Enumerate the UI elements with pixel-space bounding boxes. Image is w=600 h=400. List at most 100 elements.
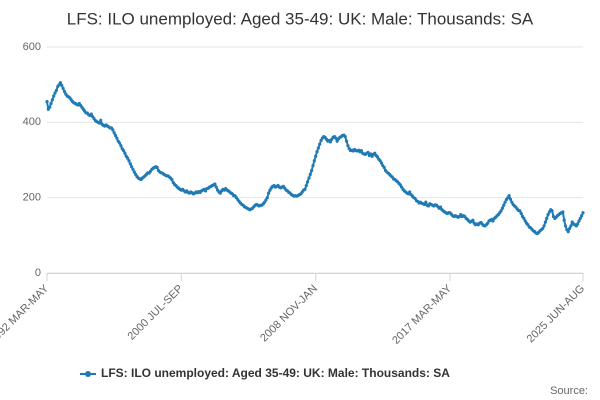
data-point: [60, 83, 64, 88]
data-point: [306, 180, 310, 184]
data-point: [170, 177, 174, 182]
y-tick-label: 400: [23, 116, 41, 128]
x-tick-label: 2017 MAR-MAY: [390, 282, 455, 347]
x-tick-label: 2008 NOV-JAN: [258, 283, 320, 345]
data-point: [545, 216, 549, 220]
data-point: [359, 148, 363, 153]
data-point: [117, 141, 122, 145]
data-point: [563, 224, 568, 228]
data-point: [121, 148, 126, 153]
data-point: [50, 98, 54, 102]
data-point: [131, 167, 135, 172]
data-point: [310, 168, 314, 173]
data-point: [499, 209, 503, 213]
data-point: [318, 142, 322, 146]
data-point: [312, 159, 316, 163]
data-point: [502, 203, 506, 207]
data-point: [366, 150, 370, 155]
data-point: [576, 222, 580, 226]
data-point: [382, 165, 386, 170]
data-point: [379, 161, 384, 165]
data-point: [54, 88, 59, 92]
data-point: [543, 220, 547, 224]
data-point: [307, 176, 311, 180]
data-point: [303, 187, 307, 191]
y-tick-label: 600: [23, 41, 41, 53]
data-point: [581, 211, 585, 215]
data-point: [577, 219, 581, 223]
data-point: [439, 205, 443, 209]
data-point: [519, 211, 523, 216]
x-tick-label: 2000 JUL-SEP: [126, 283, 186, 343]
data-point: [58, 81, 63, 85]
legend-marker: [85, 371, 91, 377]
data-point: [113, 133, 118, 138]
data-point: [491, 219, 495, 223]
data-point: [115, 136, 119, 140]
data-point: [314, 154, 318, 158]
x-tick-label: 2025 JUN-AUG: [525, 283, 588, 346]
data-point: [265, 196, 269, 200]
data-point: [49, 101, 53, 106]
data-point: [508, 197, 513, 201]
data-point: [111, 128, 115, 132]
data-point: [267, 191, 271, 195]
data-point: [424, 200, 428, 204]
data-point: [471, 218, 475, 222]
data-point: [550, 209, 554, 213]
data-point: [507, 194, 511, 198]
data-point: [308, 172, 312, 176]
data-point: [128, 162, 132, 166]
data-point: [328, 140, 333, 144]
data-point: [503, 200, 507, 204]
data-point: [408, 190, 412, 194]
data-point: [569, 224, 573, 228]
y-tick-label: 0: [35, 267, 41, 279]
data-point: [343, 135, 347, 139]
data-point: [316, 146, 320, 150]
chart-title: LFS: ILO unemployed: Aged 35-49: UK: Mal…: [67, 9, 534, 28]
data-point: [562, 218, 566, 222]
data-point: [541, 226, 545, 231]
data-point: [155, 165, 159, 170]
data-point: [99, 118, 103, 123]
data-point: [315, 150, 319, 154]
data-point: [578, 216, 582, 220]
data-point: [311, 164, 315, 168]
data-point: [53, 91, 57, 95]
data-point: [214, 185, 218, 189]
data-point: [561, 210, 565, 214]
data-point: [518, 209, 522, 213]
data-point: [522, 216, 526, 220]
x-tick-label: 1992 MAR-MAY: [0, 282, 52, 347]
data-point: [567, 226, 572, 231]
data-point: [89, 112, 93, 116]
data-point: [213, 182, 217, 186]
data-point: [580, 214, 584, 218]
data-point: [45, 100, 49, 104]
legend-label: LFS: ILO unemployed: Aged 35-49: UK: Mal…: [101, 366, 450, 380]
data-point: [61, 86, 65, 91]
data-point: [546, 213, 550, 217]
data-point: [123, 151, 127, 155]
data-point: [500, 206, 504, 210]
data-point: [112, 131, 116, 135]
data-point: [334, 136, 338, 140]
data-point: [346, 144, 350, 148]
data-point: [127, 159, 131, 163]
data-point: [542, 224, 546, 228]
data-point: [48, 105, 52, 109]
data-point: [119, 144, 123, 148]
data-point: [566, 229, 570, 234]
data-point: [52, 94, 56, 98]
data-point: [126, 156, 130, 160]
data-point: [62, 89, 67, 94]
data-point: [130, 165, 134, 169]
data-point: [304, 184, 308, 188]
data-point: [97, 121, 101, 125]
data-point: [344, 139, 349, 143]
y-tick-label: 200: [23, 192, 41, 204]
source: Source:: [550, 385, 588, 397]
